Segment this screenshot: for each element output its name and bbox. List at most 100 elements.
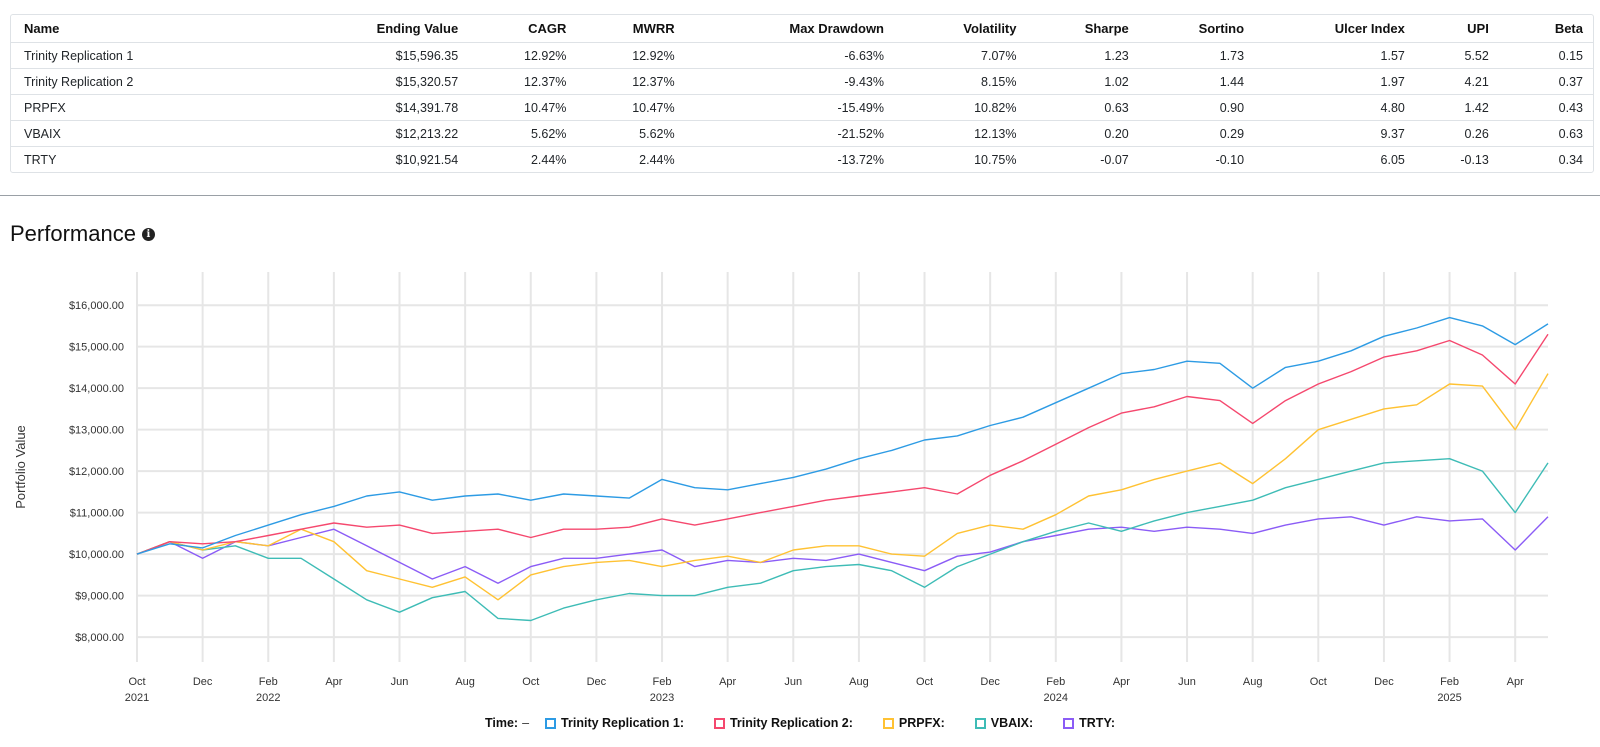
portfolio-name-cell: TRTY bbox=[11, 146, 188, 172]
portfolio-name-cell: Trinity Replication 2 bbox=[11, 68, 188, 95]
table-header-row: Name Ending Value CAGR MWRR Max Drawdown Vola… bbox=[11, 15, 1593, 43]
legend-item[interactable]: Trinity Replication 2: bbox=[713, 716, 853, 730]
x-tick-label: Dec bbox=[193, 676, 213, 688]
table-cell: 1.42 bbox=[1414, 94, 1499, 121]
column-header[interactable]: Sharpe bbox=[1084, 21, 1129, 36]
column-header[interactable]: UPI bbox=[1467, 21, 1489, 36]
performance-heading: Performance i bbox=[10, 221, 155, 247]
x-tick-label: Jun bbox=[1178, 676, 1196, 688]
x-tick-label: Oct bbox=[522, 676, 539, 688]
legend-item[interactable]: PRPFX: bbox=[882, 716, 945, 730]
legend-label: Trinity Replication 2: bbox=[729, 716, 853, 730]
table-cell: -0.10 bbox=[1138, 146, 1255, 172]
table-cell: $14,391.78 bbox=[188, 94, 469, 121]
column-header[interactable]: CAGR bbox=[528, 21, 567, 36]
table-cell: 10.47% bbox=[468, 94, 577, 121]
stats-table: Name Ending Value CAGR MWRR Max Drawdown Vola… bbox=[11, 15, 1593, 172]
table-cell: 0.37 bbox=[1498, 68, 1593, 95]
x-tick-label: Feb bbox=[1046, 676, 1065, 688]
column-header[interactable]: Ulcer Index bbox=[1334, 21, 1405, 36]
portfolio-name-cell: Trinity Replication 1 bbox=[11, 42, 188, 69]
table-row: Trinity Replication 1 $15,596.35 12.92% 12.… bbox=[11, 42, 1593, 69]
table-row: VBAIX $12,213.22 5.62% 5.62% -21.52% 12.13% 0.… bbox=[11, 120, 1593, 147]
section-divider bbox=[0, 195, 1600, 196]
x-tick-label: Apr bbox=[325, 676, 342, 688]
table-cell: 0.29 bbox=[1138, 120, 1255, 147]
legend-item[interactable]: Trinity Replication 1: bbox=[545, 716, 684, 730]
x-tick-label: Apr bbox=[1113, 676, 1130, 688]
info-circle-icon[interactable]: i bbox=[141, 227, 155, 241]
column-header[interactable]: Max Drawdown bbox=[789, 21, 884, 36]
x-tick-label: Aug bbox=[455, 676, 475, 688]
chart-legend: Time: – Trinity Replication 1: Trinity Re… bbox=[0, 713, 1600, 733]
table-cell: 9.37 bbox=[1254, 120, 1415, 147]
stats-table-container: Name Ending Value CAGR MWRR Max Drawdown Vola… bbox=[10, 14, 1594, 173]
y-tick-label: $14,000.00 bbox=[69, 383, 124, 395]
y-tick-label: $8,000.00 bbox=[75, 632, 124, 644]
table-cell: -15.49% bbox=[684, 94, 894, 121]
table-cell: 0.63 bbox=[1498, 120, 1593, 147]
y-tick-label: $15,000.00 bbox=[69, 342, 124, 354]
x-tick-label: Dec bbox=[1374, 676, 1394, 688]
table-cell: 0.15 bbox=[1498, 42, 1593, 69]
x-tick-label: Jun bbox=[784, 676, 802, 688]
table-cell: 0.63 bbox=[1026, 94, 1139, 121]
table-cell: 5.62% bbox=[576, 120, 685, 147]
table-cell: -0.13 bbox=[1414, 146, 1499, 172]
table-cell: 4.80 bbox=[1254, 94, 1415, 121]
x-tick-label: Apr bbox=[1507, 676, 1524, 688]
legend-label: PRPFX: bbox=[898, 716, 945, 730]
table-cell: $15,596.35 bbox=[188, 42, 469, 69]
legend-label: Trinity Replication 1: bbox=[561, 716, 684, 730]
table-cell: 1.57 bbox=[1254, 42, 1415, 69]
column-header[interactable]: Sortino bbox=[1198, 21, 1245, 36]
x-tick-label: Jun bbox=[391, 676, 409, 688]
x-tick-label: Oct bbox=[128, 676, 145, 688]
table-cell: 10.75% bbox=[894, 146, 1027, 172]
x-tick-year-label: 2025 bbox=[1437, 692, 1461, 704]
column-header[interactable]: Volatility bbox=[963, 21, 1017, 36]
x-tick-year-label: 2023 bbox=[650, 692, 674, 704]
table-cell: 5.62% bbox=[468, 120, 577, 147]
series-line-prpfx bbox=[136, 373, 1549, 601]
portfolio-name-cell: PRPFX bbox=[11, 94, 188, 121]
legend-swatch bbox=[1063, 717, 1075, 729]
x-tick-label: Aug bbox=[849, 676, 869, 688]
series-line-vbaix bbox=[136, 458, 1549, 622]
table-cell: 1.97 bbox=[1254, 68, 1415, 95]
column-header[interactable]: Name bbox=[24, 21, 60, 36]
table-cell: 0.20 bbox=[1026, 120, 1139, 147]
legend-item[interactable]: TRTY: bbox=[1063, 716, 1115, 730]
table-row: PRPFX $14,391.78 10.47% 10.47% -15.49% 10.82%… bbox=[11, 94, 1593, 121]
series-line-trty bbox=[136, 516, 1549, 584]
table-cell: 2.44% bbox=[576, 146, 685, 172]
legend-swatch bbox=[545, 717, 557, 729]
column-header[interactable]: Ending Value bbox=[376, 21, 459, 36]
x-tick-label: Feb bbox=[259, 676, 278, 688]
table-cell: 5.52 bbox=[1414, 42, 1499, 69]
legend-swatch bbox=[713, 717, 725, 729]
table-cell: 0.43 bbox=[1498, 94, 1593, 121]
table-cell: 6.05 bbox=[1254, 146, 1415, 172]
table-cell: -9.43% bbox=[684, 68, 894, 95]
table-cell: 7.07% bbox=[894, 42, 1027, 69]
x-tick-year-label: 2024 bbox=[1044, 692, 1068, 704]
table-cell: 1.23 bbox=[1026, 42, 1139, 69]
table-cell: 12.92% bbox=[468, 42, 577, 69]
legend-label: VBAIX: bbox=[990, 716, 1034, 730]
column-header[interactable]: Beta bbox=[1554, 21, 1583, 36]
table-cell: 1.73 bbox=[1138, 42, 1255, 69]
table-cell: -21.52% bbox=[684, 120, 894, 147]
y-tick-label: $11,000.00 bbox=[70, 508, 124, 520]
table-cell: -0.07 bbox=[1026, 146, 1139, 172]
x-tick-year-label: 2022 bbox=[256, 692, 280, 704]
column-header[interactable]: MWRR bbox=[632, 21, 675, 36]
x-tick-label: Apr bbox=[719, 676, 736, 688]
y-tick-label: $12,000.00 bbox=[69, 466, 124, 478]
legend-label: TRTY: bbox=[1079, 716, 1116, 730]
legend-item[interactable]: VBAIX: bbox=[974, 716, 1034, 730]
legend-swatch bbox=[974, 717, 986, 729]
y-axis-label: Portfolio Value bbox=[13, 425, 28, 509]
table-row: TRTY $10,921.54 2.44% 2.44% -13.72% 10.75% -0.… bbox=[11, 146, 1593, 172]
